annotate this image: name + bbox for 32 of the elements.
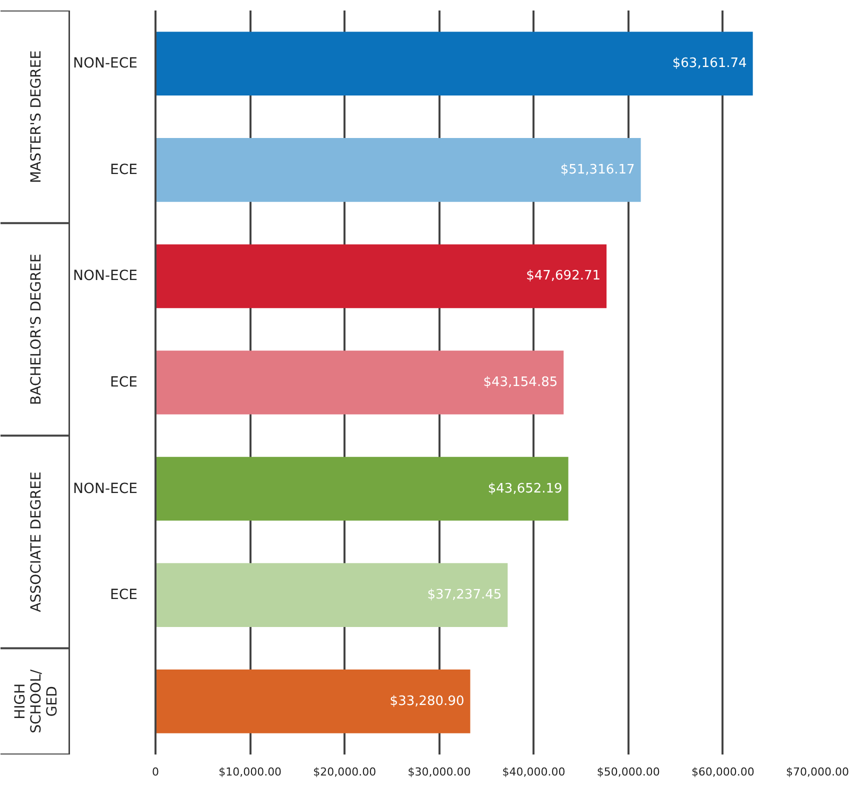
bar	[156, 244, 607, 308]
data-label: $37,237.45	[427, 588, 502, 603]
data-label: $43,154.85	[483, 375, 558, 390]
x-tick-label: $10,000.00	[218, 766, 282, 778]
y-tick-label: ECE	[110, 587, 138, 604]
data-label: $51,316.17	[560, 162, 635, 178]
data-label: $47,692.71	[526, 268, 601, 284]
y-tick-label: ECE	[110, 162, 138, 178]
bar	[156, 563, 508, 627]
x-tick-label: $30,000.00	[408, 766, 471, 778]
y-tick-label: ECE	[110, 374, 138, 390]
bar	[156, 138, 641, 202]
text: ASSOCIATE DEGREE	[28, 472, 44, 612]
data-label: $43,652.19	[488, 481, 562, 496]
x-tick-label: 0	[152, 766, 159, 778]
bar	[156, 456, 568, 521]
text: BACHELOR'S DEGREE	[28, 254, 44, 405]
x-tick-label: $50,000.00	[596, 766, 660, 778]
bar	[156, 350, 564, 414]
x-tick-label: $60,000.00	[691, 766, 754, 778]
data-label: $33,280.90	[390, 694, 464, 709]
bar	[156, 669, 470, 734]
y-tick-label: NON-ECE	[73, 268, 138, 284]
x-tick-label: $70,000.00	[786, 766, 849, 778]
x-tick-label: $40,000.00	[502, 766, 566, 778]
data-label: $63,161.74	[672, 56, 747, 72]
y-tick-label: NON-ECE	[73, 56, 138, 72]
text: HIGH SCHOOL/ GED	[12, 669, 60, 734]
text: MASTER'S DEGREE	[28, 50, 44, 184]
bar	[156, 32, 753, 96]
y-tick-label: NON-ECE	[73, 480, 138, 497]
x-tick-label: $20,000.00	[313, 766, 376, 778]
